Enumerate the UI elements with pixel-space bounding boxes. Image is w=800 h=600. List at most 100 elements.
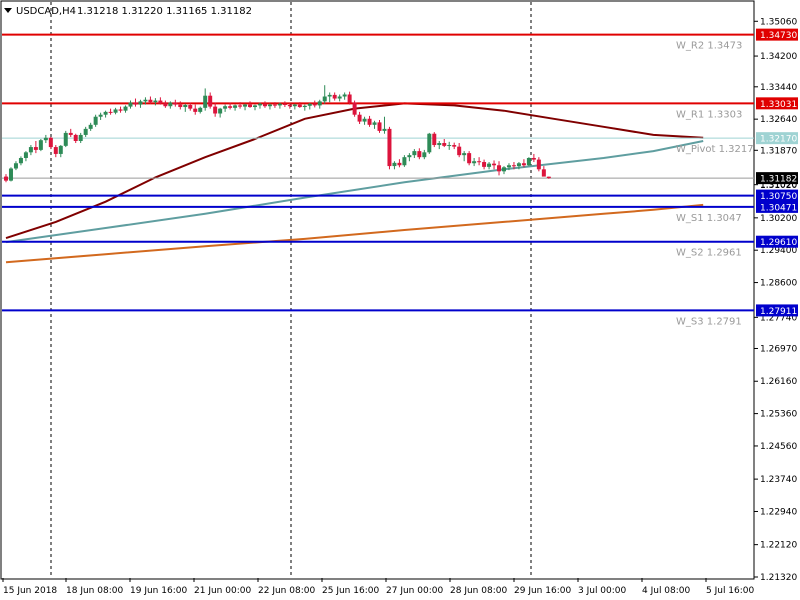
y-tick-label: 1.28600 [760, 279, 797, 289]
candle-body [492, 163, 497, 166]
candle-body [541, 169, 546, 177]
hidden-level-label: 1.31020 [760, 181, 797, 191]
candle-body [48, 137, 53, 148]
x-tick-label: 25 Jun 16:00 [322, 586, 379, 596]
candle-body [73, 134, 78, 141]
y-tick-label: 1.33440 [760, 83, 797, 93]
candle-body [472, 161, 477, 164]
price-box-text-level_30750: 1.30750 [760, 192, 797, 202]
candle-body [497, 165, 502, 172]
candle-body [282, 103, 287, 106]
price-box-text-W_R2: 1.34730 [760, 31, 797, 41]
candle-body [432, 133, 437, 146]
candle-body [128, 102, 133, 107]
candle-body [327, 94, 332, 97]
dropdown-arrow-icon[interactable] [4, 8, 12, 13]
candle-body [382, 128, 387, 131]
candle-body [68, 132, 73, 135]
candle-body [277, 103, 282, 106]
candle-body [193, 108, 198, 112]
y-tick-label: 1.27740 [760, 313, 797, 323]
price-box-W_R2 [756, 28, 798, 41]
candle-body [302, 105, 307, 108]
candle-body [462, 153, 467, 156]
y-tick-label: 1.29400 [760, 246, 797, 256]
candle-body [238, 105, 243, 107]
candle-body [357, 114, 362, 122]
candle-body [452, 145, 457, 147]
candle-body [198, 107, 203, 112]
candle-body [18, 157, 23, 164]
candle-body [332, 94, 337, 99]
price-box-text-W_Pivot: 1.32170 [760, 135, 797, 145]
candle-body [148, 99, 153, 103]
candle-body [243, 104, 248, 107]
candle-body [377, 122, 382, 131]
candle-body [103, 111, 108, 115]
candle-body [53, 147, 58, 154]
candle-body [267, 104, 272, 107]
candle-body [506, 165, 511, 168]
plot-area-border [0, 0, 755, 580]
candle-body [188, 105, 193, 109]
candle-body [143, 99, 148, 102]
candle-body [218, 108, 223, 114]
price-box-text-W_S3: 1.27911 [760, 307, 797, 317]
moving-average-2 [5, 203, 704, 264]
candle-body [173, 102, 178, 105]
y-tick-label: 1.22940 [760, 507, 797, 517]
x-tick-label: 15 Jun 2018 [3, 586, 57, 596]
candle-body [262, 103, 267, 107]
candle-body [516, 163, 521, 167]
candle-body [372, 122, 377, 125]
candle-body [98, 114, 103, 117]
candle-body [23, 152, 28, 158]
candle-body [38, 140, 43, 150]
candle-body [83, 128, 88, 135]
candle-body [511, 165, 516, 167]
x-tick-label: 28 Jun 08:00 [450, 586, 507, 596]
x-tick-label: 27 Jun 00:00 [386, 586, 443, 596]
current-price-text: 1.31182 [760, 175, 797, 185]
candle-body [58, 145, 63, 154]
candle-body [4, 176, 8, 181]
candle-body [546, 176, 551, 179]
y-tick-label: 1.31020 [760, 181, 797, 191]
candle-body [387, 128, 392, 167]
price-box-level_30750 [756, 189, 798, 202]
candle-body [337, 96, 342, 99]
candle-body [422, 152, 427, 158]
candle-body [442, 143, 447, 146]
candle-body [352, 102, 357, 115]
candle-body [437, 143, 442, 146]
chart-header: USDCAD,H4 1.31218 1.31220 1.31165 1.3118… [4, 6, 252, 17]
price-box-W_S3 [756, 304, 798, 317]
candle-body [248, 104, 253, 108]
candle-body [287, 105, 292, 107]
candle-body [407, 155, 412, 158]
price-box-W_S2 [756, 235, 798, 248]
moving-average-1 [5, 140, 704, 244]
y-tick-label: 1.26970 [760, 344, 797, 354]
price-box-W_S1 [756, 200, 798, 213]
candle-body [317, 101, 322, 106]
candle-body [272, 104, 277, 106]
candle-body [163, 103, 168, 107]
candle-body [322, 96, 327, 102]
candle-body [63, 132, 68, 146]
candle-body [487, 163, 492, 167]
y-tick-label: 1.32640 [760, 115, 797, 125]
candle-body [213, 106, 218, 114]
candle-body [467, 153, 472, 164]
x-tick-label: 18 Jun 08:00 [66, 586, 123, 596]
y-tick-label: 1.24560 [760, 442, 797, 452]
pivot-levels: W_R2 1.3473 W_R1 1.3303 W_Pivot 1.3217 W_S1… [2, 33, 754, 327]
candle-body [367, 118, 372, 125]
candle-body [427, 133, 432, 153]
x-tick-label: 29 Jun 16:00 [514, 586, 571, 596]
x-tick-label: 21 Jun 00:00 [194, 586, 251, 596]
level-text-W_S3: W_S3 1.2791 [676, 316, 742, 327]
candle-body [312, 103, 317, 106]
